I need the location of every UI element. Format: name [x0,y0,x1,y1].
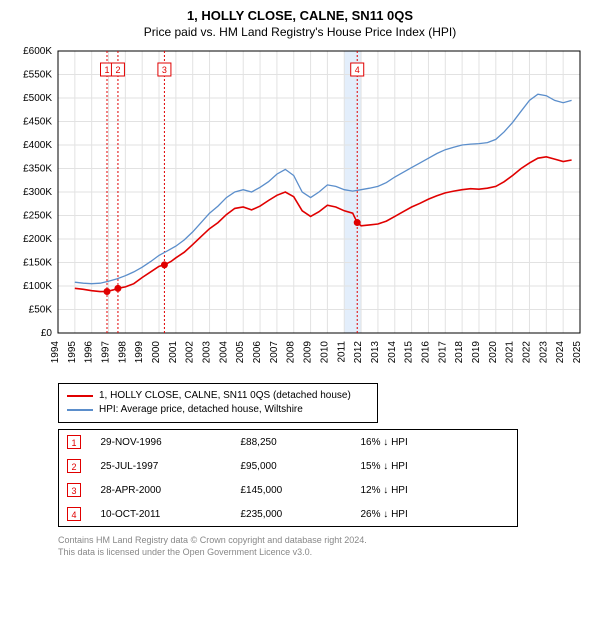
svg-text:£500K: £500K [23,93,52,104]
svg-text:2024: 2024 [555,341,566,364]
svg-text:£100K: £100K [23,281,52,292]
sale-marker-3: 3 [67,483,81,497]
sale-marker-1: 1 [67,435,81,449]
sale-date: 28-APR-2000 [93,478,233,502]
sale-price: £88,250 [233,430,353,455]
svg-text:£0: £0 [41,328,53,339]
chart-svg: £0 £50K £100K £150K £200K £250K £300K £350K £400… [10,47,590,377]
svg-text:2019: 2019 [471,341,482,364]
legend-label-hpi: HPI: Average price, detached house, Wilt… [99,403,303,417]
sale-price: £145,000 [233,478,353,502]
svg-text:£450K: £450K [23,117,52,128]
svg-text:2006: 2006 [252,341,263,364]
footnote: Contains HM Land Registry data © Crown c… [58,535,590,558]
sales-table: 1 29-NOV-1996£88,25016% ↓ HPI 2 25-JUL-1997… [58,429,518,527]
sale-marker-4: 4 [67,507,81,521]
table-row: 2 25-JUL-1997£95,00015% ↓ HPI [59,454,518,478]
svg-text:2012: 2012 [353,341,364,364]
sale-diff: 15% ↓ HPI [353,454,518,478]
svg-text:2003: 2003 [202,341,213,364]
chart-subtitle: Price paid vs. HM Land Registry's House … [10,25,590,39]
svg-text:2018: 2018 [454,341,465,364]
legend-swatch-property [67,395,93,397]
svg-text:2022: 2022 [521,341,532,364]
svg-text:£400K: £400K [23,140,52,151]
svg-text:£150K: £150K [23,258,52,269]
svg-text:£250K: £250K [23,211,52,222]
svg-text:3: 3 [162,65,167,75]
svg-text:2009: 2009 [303,341,314,364]
sale-price: £95,000 [233,454,353,478]
legend-swatch-hpi [67,409,93,411]
svg-text:£600K: £600K [23,47,52,57]
svg-text:2000: 2000 [151,341,162,364]
svg-text:2023: 2023 [538,341,549,364]
svg-text:1995: 1995 [67,341,78,364]
svg-text:2001: 2001 [168,341,179,364]
sale-date: 10-OCT-2011 [93,502,233,527]
legend-item-hpi: HPI: Average price, detached house, Wilt… [67,403,369,417]
svg-text:2016: 2016 [420,341,431,364]
sale-price: £235,000 [233,502,353,527]
svg-text:2002: 2002 [185,341,196,364]
table-row: 4 10-OCT-2011£235,00026% ↓ HPI [59,502,518,527]
svg-text:£300K: £300K [23,187,52,198]
svg-text:£350K: £350K [23,164,52,175]
svg-text:2004: 2004 [218,341,229,364]
svg-text:2014: 2014 [387,341,398,364]
svg-text:2010: 2010 [319,341,330,364]
svg-text:£550K: £550K [23,70,52,81]
svg-text:£50K: £50K [29,305,53,316]
svg-text:1996: 1996 [84,341,95,364]
sale-marker-2: 2 [67,459,81,473]
svg-text:£200K: £200K [23,234,52,245]
svg-text:1999: 1999 [134,341,145,364]
legend: 1, HOLLY CLOSE, CALNE, SN11 0QS (detache… [58,383,378,423]
svg-text:2025: 2025 [572,341,583,364]
sale-diff: 16% ↓ HPI [353,430,518,455]
sale-diff: 12% ↓ HPI [353,478,518,502]
svg-text:2017: 2017 [437,341,448,364]
svg-text:2: 2 [115,65,120,75]
svg-text:1: 1 [104,65,109,75]
svg-text:2021: 2021 [505,341,516,364]
chart-plot-area: £0 £50K £100K £150K £200K £250K £300K £350K £400… [10,47,590,377]
sale-date: 29-NOV-1996 [93,430,233,455]
sale-date: 25-JUL-1997 [93,454,233,478]
table-row: 3 28-APR-2000£145,00012% ↓ HPI [59,478,518,502]
sale-diff: 26% ↓ HPI [353,502,518,527]
svg-text:2007: 2007 [269,341,280,364]
svg-text:1994: 1994 [50,341,61,364]
legend-item-property: 1, HOLLY CLOSE, CALNE, SN11 0QS (detache… [67,389,369,403]
footnote-line1: Contains HM Land Registry data © Crown c… [58,535,367,545]
svg-text:4: 4 [355,65,360,75]
svg-text:2005: 2005 [235,341,246,364]
svg-text:2011: 2011 [336,341,347,363]
footnote-line2: This data is licensed under the Open Gov… [58,547,312,557]
svg-text:1997: 1997 [101,341,112,364]
svg-text:2015: 2015 [404,341,415,364]
svg-text:2020: 2020 [488,341,499,364]
legend-label-property: 1, HOLLY CLOSE, CALNE, SN11 0QS (detache… [99,389,351,403]
svg-text:2013: 2013 [370,341,381,364]
chart-container: 1, HOLLY CLOSE, CALNE, SN11 0QS Price pa… [0,0,600,568]
svg-text:1998: 1998 [117,341,128,364]
chart-title: 1, HOLLY CLOSE, CALNE, SN11 0QS [10,8,590,23]
table-row: 1 29-NOV-1996£88,25016% ↓ HPI [59,430,518,455]
svg-text:2008: 2008 [286,341,297,364]
